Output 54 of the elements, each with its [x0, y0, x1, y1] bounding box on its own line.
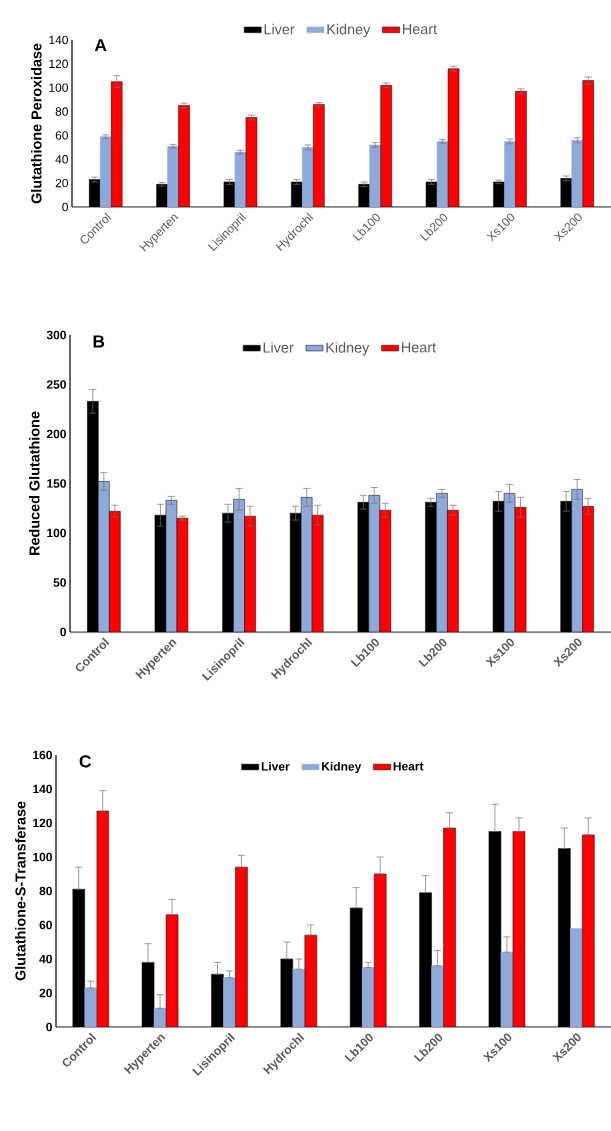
legend-label: Heart	[403, 24, 437, 35]
legend-label: Kidney	[322, 761, 362, 774]
y-tick-label: 0	[62, 202, 68, 212]
y-tick-label: 20	[55, 178, 68, 188]
y-axis-title: Glutathione Peroxidase	[31, 43, 42, 204]
chart-title: A	[94, 39, 107, 52]
bar	[431, 965, 444, 1027]
chart-title: C	[79, 755, 91, 768]
y-tick-label: 100	[49, 83, 68, 92]
legend-label: Liver	[263, 342, 294, 353]
y-tick-label: 100	[33, 852, 52, 862]
y-tick-label: 80	[39, 886, 52, 896]
y-tick-label: 40	[55, 155, 68, 164]
legend-label: Heart	[393, 762, 424, 771]
y-tick-label: 50	[53, 578, 66, 587]
y-tick-label: 140	[33, 784, 52, 794]
bar	[512, 831, 526, 1027]
bar	[96, 810, 109, 1027]
y-tick-label: 60	[39, 920, 52, 930]
bar	[304, 934, 318, 1027]
y-tick-label: 20	[39, 988, 52, 998]
y-tick-label: 160	[33, 750, 52, 760]
bar	[84, 987, 97, 1027]
y-tick-label: 100	[47, 528, 66, 538]
bar	[570, 928, 583, 1027]
y-axis-title: Glutathione-S-Transferase	[15, 801, 26, 981]
y-tick-label: 80	[55, 107, 68, 116]
bar	[373, 873, 387, 1027]
legend-label: Heart	[402, 342, 436, 353]
bar	[361, 967, 375, 1027]
y-tick-label: 250	[46, 380, 66, 389]
bar	[582, 834, 595, 1027]
y-tick-label: 0	[46, 1022, 52, 1032]
bar	[292, 968, 306, 1027]
y-axis-title: Reduced Glutathione	[29, 411, 40, 555]
y-tick-label: 60	[55, 131, 68, 140]
y-tick-label: 200	[46, 429, 66, 439]
y-tick-label: 150	[47, 479, 66, 488]
y-tick-label: 0	[60, 627, 66, 637]
y-tick-label: 300	[46, 330, 66, 340]
bar	[500, 951, 514, 1027]
bar	[165, 914, 179, 1027]
y-tick-label: 120	[33, 818, 52, 828]
legend-label: Kidney	[326, 342, 370, 356]
y-tick-label: 120	[49, 59, 68, 69]
y-tick-label: 40	[39, 954, 52, 964]
legend-label: Kidney	[327, 23, 371, 38]
bar	[235, 866, 248, 1027]
bar	[223, 977, 236, 1027]
legend-label: Liver	[264, 23, 295, 35]
y-tick-label: 140	[49, 35, 68, 45]
bar	[443, 827, 456, 1027]
chart-title: B	[93, 335, 105, 348]
legend-label: Liver	[261, 761, 290, 771]
